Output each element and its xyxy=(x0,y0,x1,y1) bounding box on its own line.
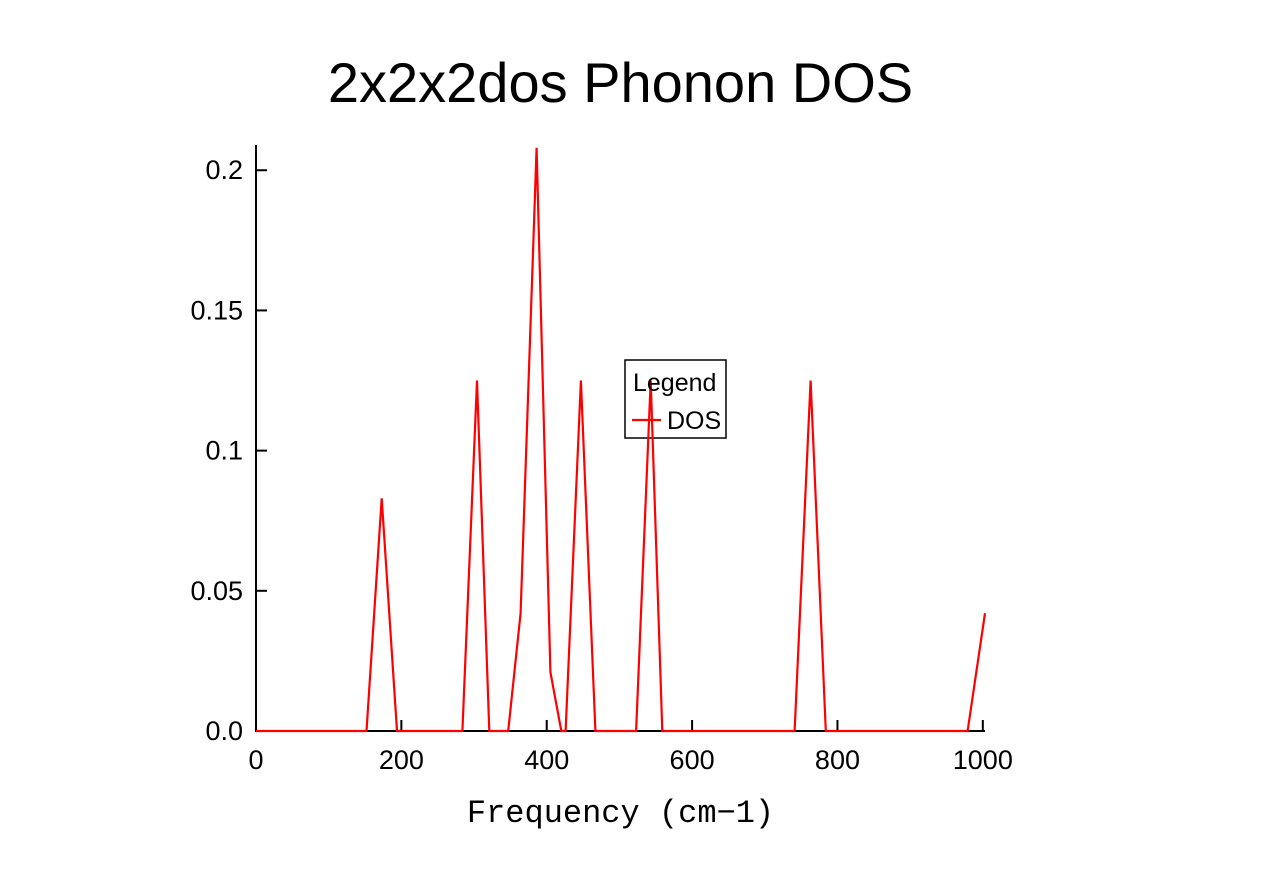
x-axis-label: Frequency (cm−1) xyxy=(466,795,775,832)
x-tick-label: 400 xyxy=(524,745,569,775)
y-tick-label: 0.1 xyxy=(205,436,243,466)
x-tick-label: 800 xyxy=(815,745,860,775)
x-tick-label: 1000 xyxy=(953,745,1013,775)
dos-line-series xyxy=(256,147,987,733)
axes-frame xyxy=(255,145,985,732)
y-tick-label: 0.15 xyxy=(190,295,243,325)
legend-entry-label: DOS xyxy=(667,407,721,435)
y-tick-label: 0.2 xyxy=(205,155,243,185)
legend-title: Legend xyxy=(633,369,716,397)
x-tick-label: 200 xyxy=(379,745,424,775)
legend-box xyxy=(624,359,727,439)
chart-title: 2x2x2dos Phonon DOS xyxy=(327,51,914,114)
y-tick-label: 0.05 xyxy=(190,576,243,606)
x-tick-label: 0 xyxy=(248,745,263,775)
x-tick-label: 600 xyxy=(670,745,715,775)
y-tick-label: 0.0 xyxy=(205,716,243,746)
